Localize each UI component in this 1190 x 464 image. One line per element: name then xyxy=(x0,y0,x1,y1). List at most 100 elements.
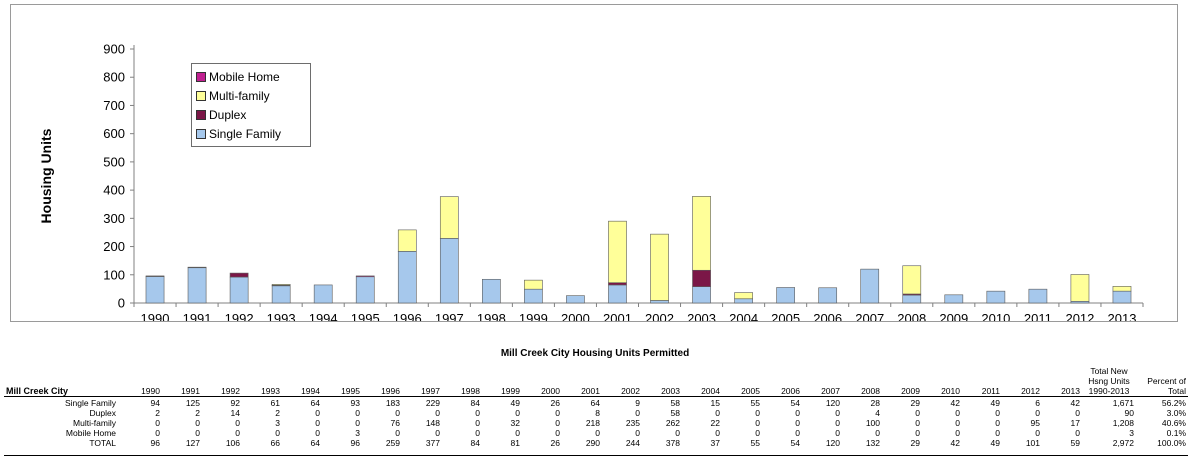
table-row: Mobile Home 0 0 0 0 0 3 0 0 0 0 0 0 0 0 0 0 0 0 0 0 0 0 0 0 3 0.1% xyxy=(4,428,1188,438)
bar-single-family xyxy=(860,268,880,304)
legend-swatch xyxy=(196,128,206,139)
table-row: TOTAL 96 127 106 66 64 96 259 377 84 81 26 290 244 378… xyxy=(4,438,1188,448)
bar-single-family xyxy=(944,294,964,304)
table-cell: 0 xyxy=(955,418,960,428)
table-cell: 32 xyxy=(510,418,520,428)
x-tick-label: 2006 xyxy=(813,311,842,321)
row-percent: 0.1% xyxy=(1166,428,1186,438)
table-cell: 0 xyxy=(195,418,200,428)
year-header: 1998 xyxy=(442,366,482,397)
y-tick-label: 800 xyxy=(103,70,125,85)
legend-item-multi-family: Multi-family xyxy=(196,86,306,105)
bar-single-family xyxy=(397,251,417,304)
table-cell: 55 xyxy=(750,398,760,408)
year-header: 1994 xyxy=(282,366,322,397)
year-header: 2001 xyxy=(562,366,602,397)
bar-single-family xyxy=(986,290,1006,304)
table-cell: 26 xyxy=(550,398,560,408)
x-tick-label: 2002 xyxy=(645,311,674,321)
x-tick-label: 1998 xyxy=(477,311,506,321)
x-tick-label: 2004 xyxy=(729,311,758,321)
table-cell: 6 xyxy=(1035,398,1040,408)
table-cell: 37 xyxy=(710,438,720,448)
table-cell: 0 xyxy=(635,428,640,438)
table-cell: 61 xyxy=(270,398,280,408)
bar-duplex xyxy=(692,269,711,287)
table-cell: 0 xyxy=(1035,408,1040,418)
bar-multi-family xyxy=(608,220,627,283)
bar-multi-family xyxy=(734,292,753,300)
row-percent: 100.0% xyxy=(1157,438,1186,448)
row-total: 1,208 xyxy=(1112,418,1134,428)
row-label: Mobile Home xyxy=(65,428,116,438)
x-tick-label: 2009 xyxy=(939,311,968,321)
table-cell: 120 xyxy=(825,398,840,408)
table-cell: 0 xyxy=(275,428,280,438)
year-header: 1997 xyxy=(402,366,442,397)
table-cell: 0 xyxy=(475,418,480,428)
table-cell: 0 xyxy=(635,408,640,418)
table-cell: 0 xyxy=(915,418,920,428)
table-cell: 58 xyxy=(670,398,680,408)
x-tick-label: 1990 xyxy=(141,311,170,321)
table-cell: 15 xyxy=(710,398,720,408)
table-cell: 262 xyxy=(665,418,680,428)
year-header: 2012 xyxy=(1002,366,1042,397)
x-tick-label: 1996 xyxy=(393,311,422,321)
table-cell: 0 xyxy=(355,408,360,418)
table-cell: 148 xyxy=(425,418,440,428)
x-tick-label: 2013 xyxy=(1108,311,1137,321)
bar-multi-family xyxy=(271,284,291,286)
table-bottom-rule xyxy=(4,455,1188,456)
y-tick-label: 600 xyxy=(103,126,125,141)
year-header: 1992 xyxy=(202,366,242,397)
x-tick-label: 1993 xyxy=(267,311,296,321)
x-tick-label: 1994 xyxy=(309,311,338,321)
x-tick-label: 2000 xyxy=(561,311,590,321)
table-cell: 0 xyxy=(715,428,720,438)
y-axis: 0 100 200 300 400 500 600 700 800 900 xyxy=(103,42,135,311)
y-tick-label: 200 xyxy=(103,239,125,254)
table-cell: 4 xyxy=(875,408,880,418)
table-cell: 235 xyxy=(625,418,640,428)
bar-single-family xyxy=(1112,290,1132,304)
x-tick-label: 2012 xyxy=(1065,311,1094,321)
y-tick-label: 100 xyxy=(103,267,125,282)
x-tick-label: 1991 xyxy=(183,311,212,321)
bar-duplex xyxy=(187,266,207,269)
table-cell: 42 xyxy=(950,398,960,408)
bar-duplex xyxy=(229,272,249,278)
legend-swatch xyxy=(196,109,206,120)
table-row: Duplex 2 2 14 2 0 0 0 0 0 0 0 8 0 58 0 0 0 0 4 0 0 0 0 0 90 3.0% xyxy=(4,408,1188,418)
table-cell: 218 xyxy=(585,418,600,428)
table-cell: 0 xyxy=(795,428,800,438)
x-tick-label: 2003 xyxy=(687,311,716,321)
bar-single-family xyxy=(524,288,543,304)
table-cell: 96 xyxy=(150,438,160,448)
x-tick-label: 2008 xyxy=(897,311,926,321)
bar-multi-family xyxy=(1070,274,1090,302)
table-cell: 0 xyxy=(595,428,600,438)
table-cell: 84 xyxy=(470,438,480,448)
table-cell: 93 xyxy=(350,398,360,408)
table-cell: 0 xyxy=(835,418,840,428)
bar-single-family xyxy=(271,285,291,304)
year-header: 1990 xyxy=(122,366,162,397)
table-cell: 29 xyxy=(910,398,920,408)
table-cell: 92 xyxy=(230,398,240,408)
bar-duplex xyxy=(145,275,165,277)
table-cell: 106 xyxy=(225,438,240,448)
table-cell: 26 xyxy=(550,438,560,448)
y-tick-label: 300 xyxy=(103,211,125,226)
table-cell: 0 xyxy=(955,408,960,418)
bar-single-family xyxy=(313,284,333,304)
table-cell: 81 xyxy=(510,438,520,448)
table-cell: 101 xyxy=(1025,438,1040,448)
table-cell: 0 xyxy=(835,408,840,418)
table-cell: 14 xyxy=(230,408,240,418)
row-label: Single Family xyxy=(64,398,116,408)
bar-single-family xyxy=(776,287,795,304)
table-cell: 0 xyxy=(315,428,320,438)
year-header: 1995 xyxy=(322,366,362,397)
table-cell: 2 xyxy=(195,408,200,418)
